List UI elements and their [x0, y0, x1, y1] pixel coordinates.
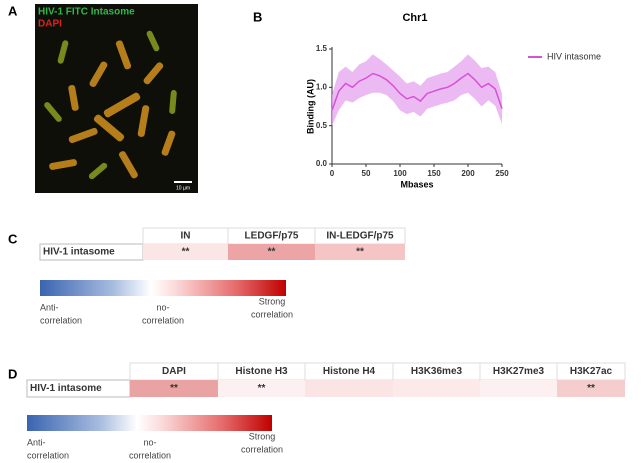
heat-cell — [315, 244, 405, 260]
scale-label: correlation — [129, 450, 171, 460]
heat-cell — [228, 244, 315, 260]
significance: ** — [258, 383, 266, 394]
heat-cell — [218, 380, 305, 397]
scale-label: correlation — [40, 315, 82, 325]
x-tick-label: 200 — [461, 169, 475, 178]
channel-label: DAPI — [38, 19, 62, 30]
column-header: Histone H4 — [323, 366, 376, 377]
heat-cell — [130, 380, 218, 397]
significance: ** — [587, 383, 595, 394]
y-tick-label: 1.5 — [316, 44, 328, 53]
column-header: H3K27me3 — [493, 366, 545, 377]
color-scale — [40, 280, 286, 296]
y-axis-label: Binding (AU) — [305, 79, 315, 134]
scale-label: correlation — [251, 309, 293, 319]
scale-label: correlation — [142, 315, 184, 325]
x-tick-label: 100 — [393, 169, 407, 178]
chart-title: Chr1 — [402, 12, 427, 24]
scale-bar-label: 10 µm — [176, 185, 190, 191]
color-scale — [27, 415, 272, 431]
significance: ** — [268, 247, 276, 258]
heat-cell — [557, 380, 625, 397]
heat-cell — [393, 380, 480, 397]
column-header: Histone H3 — [235, 366, 288, 377]
panel-label: A — [8, 3, 18, 18]
scale-label: Anti- — [27, 437, 46, 447]
scale-label: correlation — [27, 450, 69, 460]
scale-label: no- — [156, 302, 169, 312]
y-tick-label: 0.5 — [316, 121, 328, 130]
x-tick-label: 250 — [495, 169, 509, 178]
heat-cell — [305, 380, 393, 397]
y-tick-label: 1.0 — [316, 82, 328, 91]
column-header: LEDGF/p75 — [245, 231, 299, 242]
heat-cell — [143, 244, 228, 260]
scale-label: Strong — [249, 431, 276, 441]
panel-label: B — [253, 9, 262, 24]
legend-label: HIV intasome — [547, 51, 601, 61]
line — [331, 72, 503, 111]
micrograph — [35, 4, 198, 193]
y-tick-label: 0.0 — [316, 159, 328, 168]
significance: ** — [356, 247, 364, 258]
column-header: IN-LEDGF/p75 — [326, 231, 394, 242]
x-tick-label: 0 — [330, 169, 335, 178]
row-label: HIV-1 intasome — [30, 383, 102, 394]
x-tick-label: 50 — [362, 169, 371, 178]
column-header: IN — [181, 231, 191, 242]
error-band — [332, 54, 502, 126]
scale-label: Strong — [259, 296, 286, 306]
channel-label: HIV-1 FITC Intasome — [38, 7, 135, 18]
row-label: HIV-1 intasome — [43, 247, 115, 258]
x-axis-label: Mbases — [400, 179, 433, 189]
scale-label: Anti- — [40, 302, 59, 312]
panel-label: D — [8, 366, 17, 381]
significance: ** — [182, 247, 190, 258]
heat-cell — [480, 380, 557, 397]
x-tick-label: 150 — [427, 169, 441, 178]
column-header: DAPI — [162, 366, 186, 377]
scale-label: correlation — [241, 444, 283, 454]
significance: ** — [170, 383, 178, 394]
scale-label: no- — [143, 437, 156, 447]
panel-label: C — [8, 231, 18, 246]
column-header: H3K36me3 — [411, 366, 463, 377]
column-header: H3K27ac — [570, 366, 613, 377]
